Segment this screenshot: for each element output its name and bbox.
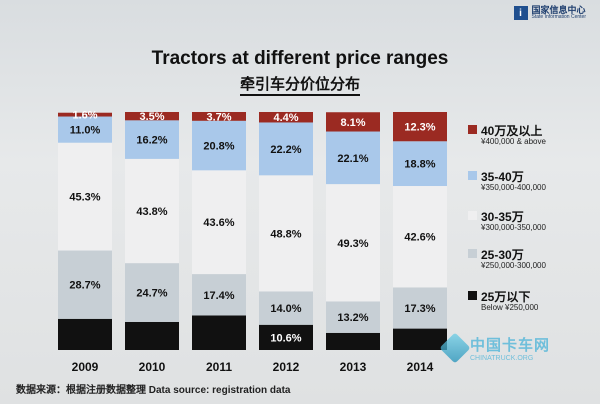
data-label: 17.3% xyxy=(404,303,435,315)
bar-segment xyxy=(192,315,246,350)
bar-segment xyxy=(58,116,112,143)
legend-sublabel: ¥300,000-350,000 xyxy=(481,223,546,232)
legend-label: 30-35万 xyxy=(481,210,524,224)
x-tick-label: 2010 xyxy=(139,360,166,374)
data-label: 43.6% xyxy=(203,217,234,229)
bar-segment xyxy=(125,321,179,350)
data-label: 4.4% xyxy=(273,112,298,124)
data-label: 24.7% xyxy=(136,288,167,300)
bar-segment xyxy=(393,186,447,288)
x-tick-label: 2013 xyxy=(340,360,367,374)
bar-segment xyxy=(125,112,179,121)
data-label: 22.1% xyxy=(337,153,368,165)
logo: i 国家信息中心 State Information Center xyxy=(513,5,586,20)
legend-label: 40万及以上 xyxy=(481,124,543,138)
data-label: 43.8% xyxy=(136,206,167,218)
logo-cn: 国家信息中心 xyxy=(531,5,586,15)
data-label: 8.1% xyxy=(340,117,365,129)
bar-segment xyxy=(326,332,380,350)
data-label: 17.4% xyxy=(203,290,234,302)
bar-segment xyxy=(192,112,246,121)
legend-swatch xyxy=(468,291,477,300)
watermark-en: CHINATRUCK.ORG xyxy=(470,355,534,362)
bar-segment xyxy=(58,142,112,251)
bar-segment xyxy=(125,263,179,322)
legend-swatch xyxy=(468,125,477,134)
legend-label: 25-30万 xyxy=(481,248,524,262)
bar-segment xyxy=(192,274,246,316)
bar-segment xyxy=(192,170,246,275)
chart-title: Tractors at different price ranges xyxy=(151,48,449,69)
bar-segment xyxy=(393,328,447,350)
watermark-cube-icon xyxy=(439,332,471,364)
data-label: 14.0% xyxy=(270,303,301,315)
legend-swatch xyxy=(468,171,477,180)
bar-segment xyxy=(259,112,313,123)
bar-segment xyxy=(58,250,112,319)
bar-segment xyxy=(326,112,380,132)
data-label: 11.0% xyxy=(70,125,101,137)
x-tick-label: 2011 xyxy=(206,360,232,374)
bar-segment xyxy=(393,287,447,329)
legend-sublabel: ¥250,000-300,000 xyxy=(481,261,546,270)
legend-swatch xyxy=(468,211,477,220)
bar-segment xyxy=(192,120,246,171)
chart-subtitle: 牵引车分价位分布 xyxy=(0,73,600,96)
data-label: 10.6% xyxy=(270,332,301,344)
bar-segment xyxy=(326,184,380,302)
bar-segment xyxy=(58,318,112,350)
data-label: 13.2% xyxy=(337,312,368,324)
legend-sublabel: ¥400,000 & above xyxy=(481,137,546,146)
bar-segment xyxy=(393,141,447,187)
data-source-note: 数据来源：根据注册数据整理 Data source: registration … xyxy=(16,385,291,396)
data-label: 18.8% xyxy=(404,159,435,171)
data-label: 42.6% xyxy=(404,232,435,244)
legend-sublabel: Below ¥250,000 xyxy=(481,303,539,312)
data-label: 16.2% xyxy=(136,135,167,147)
logo-mark-icon: i xyxy=(513,6,528,20)
legend-sublabel: ¥350,000-400,000 xyxy=(481,183,546,192)
x-tick-label: 2009 xyxy=(72,360,99,374)
data-label: 3.7% xyxy=(206,111,231,123)
legend-label: 25万以下 xyxy=(481,290,531,304)
data-label: 48.8% xyxy=(270,228,301,240)
bar-segment xyxy=(259,324,313,350)
data-label: 20.8% xyxy=(203,141,234,153)
watermark-cn: 中国卡车网 xyxy=(470,337,551,354)
bar-segment xyxy=(326,131,380,185)
bar-segment xyxy=(259,175,313,292)
data-label: 1.6% xyxy=(72,110,97,122)
data-label: 49.3% xyxy=(337,238,368,250)
data-label: 22.2% xyxy=(270,144,301,156)
data-label: 45.3% xyxy=(69,192,100,204)
x-tick-label: 2012 xyxy=(273,360,300,374)
bar-segment xyxy=(259,122,313,176)
x-tick-label: 2014 xyxy=(407,360,434,374)
legend-swatch xyxy=(468,249,477,258)
bar-segment xyxy=(125,158,179,264)
data-label: 12.3% xyxy=(404,122,435,134)
bar-segment xyxy=(259,291,313,325)
watermark: 中国卡车网 CHINATRUCK.ORG xyxy=(439,332,551,364)
legend-label: 35-40万 xyxy=(481,170,524,184)
bar-segment xyxy=(393,112,447,142)
bar-segment xyxy=(58,112,112,117)
bar-segment xyxy=(125,120,179,159)
logo-en: State Information Center xyxy=(531,14,586,20)
data-label: 3.5% xyxy=(139,111,164,123)
bar-segment xyxy=(326,301,380,333)
data-label: 28.7% xyxy=(69,280,100,292)
